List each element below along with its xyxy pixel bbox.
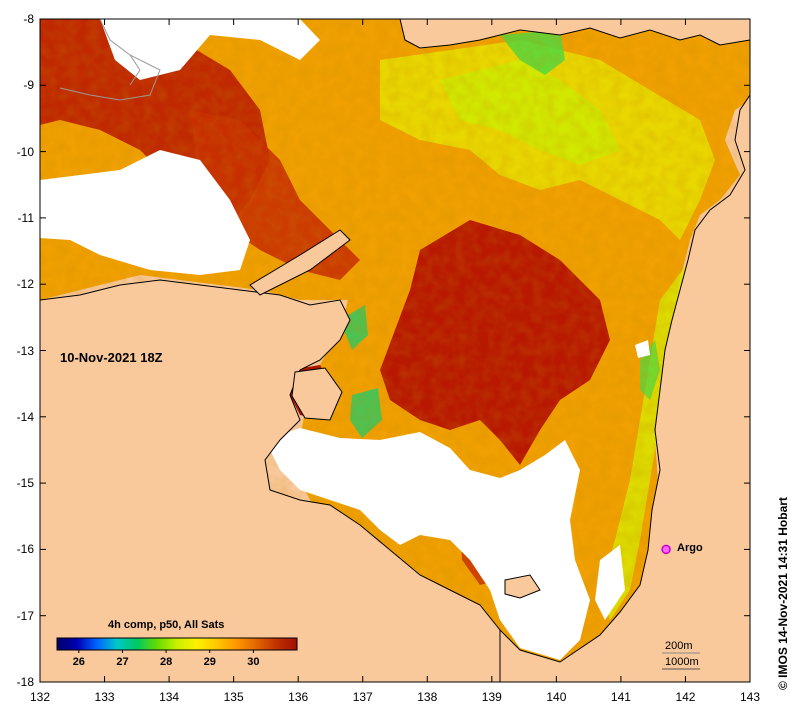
y-tick-label: -12	[16, 277, 34, 292]
y-tick-label: -11	[17, 210, 34, 225]
x-tick-label: 135	[223, 690, 244, 704]
x-tick-label: 137	[352, 690, 373, 704]
x-tick-label: 132	[29, 690, 51, 704]
coast-cape-york	[499, 94, 750, 682]
coast-mornington-island	[504, 574, 541, 599]
contour-legend-200m: 200m	[665, 640, 693, 652]
contour-legend-1000m: 1000m	[665, 656, 699, 668]
coastlines	[40, 19, 750, 682]
y-tick-label: -9	[23, 78, 34, 93]
x-tick-label: 140	[546, 690, 567, 704]
nodata-southeast	[595, 545, 625, 620]
colorbar-title: 4h comp, p50, All Sats	[108, 619, 225, 631]
nodata-north-west	[100, 19, 320, 80]
rivers	[59, 19, 161, 101]
y-tick-label: -14	[16, 409, 34, 424]
colorbar-tick-label: 28	[159, 656, 173, 668]
x-tick-label: 133	[94, 690, 115, 704]
coast-groote-island	[291, 367, 343, 421]
y-tick-label: -10	[16, 144, 34, 159]
x-tick-label: 136	[288, 690, 309, 704]
coast-papua	[399, 19, 750, 49]
colorbar-tick-label: 30	[247, 656, 260, 668]
nodata-east-patch	[635, 340, 650, 358]
coast-arnhem-land	[40, 279, 501, 682]
river-2	[129, 54, 141, 86]
y-tick-label: -8	[23, 12, 34, 26]
y-tick-label: -13	[16, 343, 34, 358]
x-tick-label: 143	[739, 690, 761, 704]
colorbar-tick-label: 26	[72, 656, 85, 668]
y-tick-label: -15	[16, 476, 34, 491]
argo-label: Argo	[677, 542, 703, 554]
argo-marker	[661, 544, 671, 555]
colorbar-tick-label: 27	[116, 656, 129, 668]
nodata-south	[265, 428, 590, 660]
x-tick-label: 138	[417, 690, 438, 704]
nodata-mask	[40, 19, 650, 660]
colorbar-tick-label: 29	[203, 656, 216, 668]
x-tick-label: 142	[675, 690, 696, 704]
y-tick-label: -16	[16, 542, 34, 557]
x-tick-label: 139	[481, 690, 502, 704]
colorbar-ticks	[78, 650, 254, 653]
credit-text: © IMOS 14-Nov-2021 14:31 Hobart	[776, 497, 790, 690]
nodata-west	[40, 150, 250, 275]
x-tick-label: 134	[159, 690, 180, 704]
x-tick-label: 141	[610, 690, 631, 704]
date-label: 10-Nov-2021 18Z	[60, 350, 163, 365]
y-tick-label: -18	[16, 675, 34, 689]
axis-ticks	[39, 18, 751, 683]
coast-wessel-islands	[249, 229, 351, 296]
river-1	[59, 19, 161, 101]
y-tick-label: -17	[16, 608, 34, 623]
colorbar	[56, 637, 298, 651]
